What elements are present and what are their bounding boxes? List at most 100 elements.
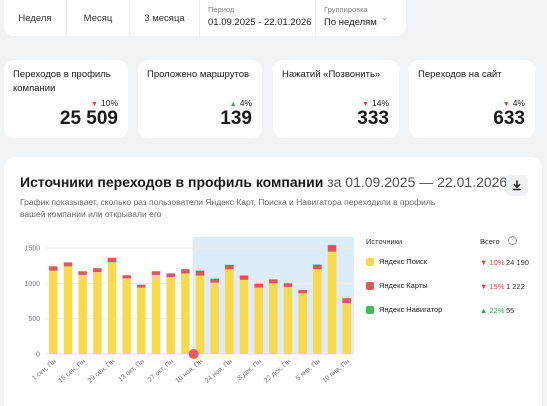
kpi-value: 333 [357, 108, 389, 129]
bar-segment [239, 275, 249, 280]
bar-segment [181, 273, 190, 354]
kpi-value: 25 509 [59, 108, 118, 129]
bar-segment [93, 268, 102, 273]
bar-segment [107, 257, 117, 263]
bar-segment [269, 283, 278, 354]
bar-segment [313, 264, 322, 270]
legend-header: Источники [366, 237, 403, 246]
x-tick-label: 8 дек, Пн [236, 358, 263, 382]
sources-title-dates: за 01.09.2025 — 22.01.2026 [327, 174, 508, 190]
period-date-field[interactable]: Период 01.09.2025 - 22.01.2026 [200, 0, 316, 36]
x-tick-label: 5 янв, Пн [295, 358, 322, 382]
legend-name: Яндекс Поиск [379, 257, 428, 266]
x-tick-label: 10 ноя, Пн [174, 358, 204, 385]
y-tick-label: 1500 [24, 246, 40, 253]
period-month-button[interactable]: Месяц [67, 0, 130, 36]
arrow-down-icon: ▼ [362, 101, 369, 108]
kpi-card-site-visits: Переходов на сайт ▼ 4% 633 [409, 60, 535, 138]
y-tick-label: 1000 [24, 281, 40, 288]
x-tick-label: 1 сен, Пн [31, 358, 58, 382]
sources-card: Источники переходов в профиль компании з… [4, 157, 542, 406]
legend-swatch [366, 258, 374, 266]
kpi-card-profile-visits: Переходов в профиль компании ▼ 10% 25 509 [4, 60, 128, 138]
x-tick-label: 13 окт, Пн [117, 358, 145, 383]
total-header: Всего [480, 237, 500, 246]
legend-item-search[interactable]: Яндекс Поиск ▼ 10% 24 190 [364, 253, 536, 273]
bar-segment [137, 287, 146, 354]
grouping-value: По неделям [324, 17, 377, 28]
arrow-down-icon: ▼ [502, 101, 510, 108]
sources-chart[interactable]: 0 500 1000 1500 1 сен, Пн 15 сен, Пн 29 сен, П… [14, 236, 359, 406]
x-tick-label: 22 дек, Пн [263, 358, 293, 384]
grouping-select[interactable]: Группировка По неделям ⌄ [316, 0, 400, 36]
bar-segment [283, 283, 293, 287]
bar-segment [342, 298, 351, 304]
kpi-delta: ▼ 4% [502, 98, 525, 108]
bar-segment [122, 275, 131, 279]
bar-segment [181, 269, 190, 274]
bar-segment [151, 274, 161, 354]
arrow-up-icon: ▲ [229, 101, 237, 108]
chevron-down-icon: ⌄ [381, 13, 388, 22]
bar-segment [107, 262, 117, 354]
legend-value: 1 222 [506, 282, 525, 291]
x-tick-label: 15 сен, Пн [57, 358, 87, 385]
arrow-down-icon: ▼ [91, 101, 98, 108]
bar-segment [151, 271, 161, 275]
x-tick-label: 24 ноя, Пн [204, 358, 234, 385]
bar-segment [254, 287, 263, 354]
kpi-title: Проложено маршрутов [147, 69, 250, 80]
bar-segment [49, 266, 58, 271]
legend-delta: ▲ 22% [480, 306, 505, 315]
legend-delta: ▼ 10% [480, 258, 505, 267]
bar-segment [298, 293, 307, 354]
bar-segment [298, 290, 307, 294]
period-3months-button[interactable]: 3 месяца [130, 0, 200, 36]
kpi-card-calls: Нажатий «Позвонить» ▼ 14% 333 [273, 60, 399, 138]
legend-item-navigator[interactable]: Яндекс Навигатор ▲ 22% 55 [364, 301, 536, 321]
legend-swatch [366, 282, 374, 290]
info-icon[interactable]: ? [508, 236, 517, 245]
y-tick-label: 0 [36, 352, 40, 359]
bar-segment [225, 269, 234, 354]
kpi-title: Переходов на сайт [418, 69, 502, 80]
x-tick-label: 27 окт, Пн [147, 358, 175, 383]
download-button[interactable] [506, 175, 528, 196]
bar-segment [269, 279, 278, 284]
bar-segment [93, 272, 102, 354]
bar-segment [327, 251, 337, 354]
kpi-delta: ▼ 14% [362, 98, 389, 108]
period-label: Период [208, 5, 235, 14]
bar-segment [166, 277, 175, 354]
bar-segment [210, 278, 219, 283]
bar-segment [225, 265, 234, 270]
kpi-title: Нажатий «Позвонить» [282, 69, 381, 80]
legend-value: 55 [506, 306, 515, 315]
legend-name: Яндекс Навигатор [379, 305, 443, 314]
bar-segment [78, 274, 87, 354]
legend-item-maps[interactable]: Яндекс Карты ▼ 15% 1 222 [364, 277, 536, 297]
bar-segment [239, 279, 249, 354]
y-tick-label: 500 [28, 316, 40, 323]
bar-segment [313, 269, 322, 354]
grouping-label: Группировка [324, 5, 368, 14]
bar-segment [254, 283, 263, 288]
kpi-card-routes: Проложено маршрутов ▲ 4% 139 [138, 60, 262, 138]
kpi-title: Переходов в профиль компании [13, 69, 111, 94]
kpi-value: 139 [220, 108, 252, 129]
bar-segment [78, 271, 87, 275]
period-week-button[interactable]: Неделя [4, 0, 67, 36]
kpi-value: 633 [493, 108, 525, 129]
sources-title: Источники переходов в профиль компании з… [20, 174, 508, 190]
bar-segment [342, 303, 351, 354]
x-tick-label: 19 янв, Пн [321, 358, 351, 385]
legend-swatch [366, 306, 374, 314]
bar-segment [210, 282, 219, 354]
bar-segment [166, 273, 175, 278]
legend-value: 24 190 [506, 258, 529, 267]
bar-segment [49, 270, 58, 354]
bar-segment [137, 284, 146, 288]
x-tick-label: 29 сен, Пн [87, 358, 117, 385]
bar-segment [195, 275, 205, 354]
bar-segment [63, 266, 73, 354]
